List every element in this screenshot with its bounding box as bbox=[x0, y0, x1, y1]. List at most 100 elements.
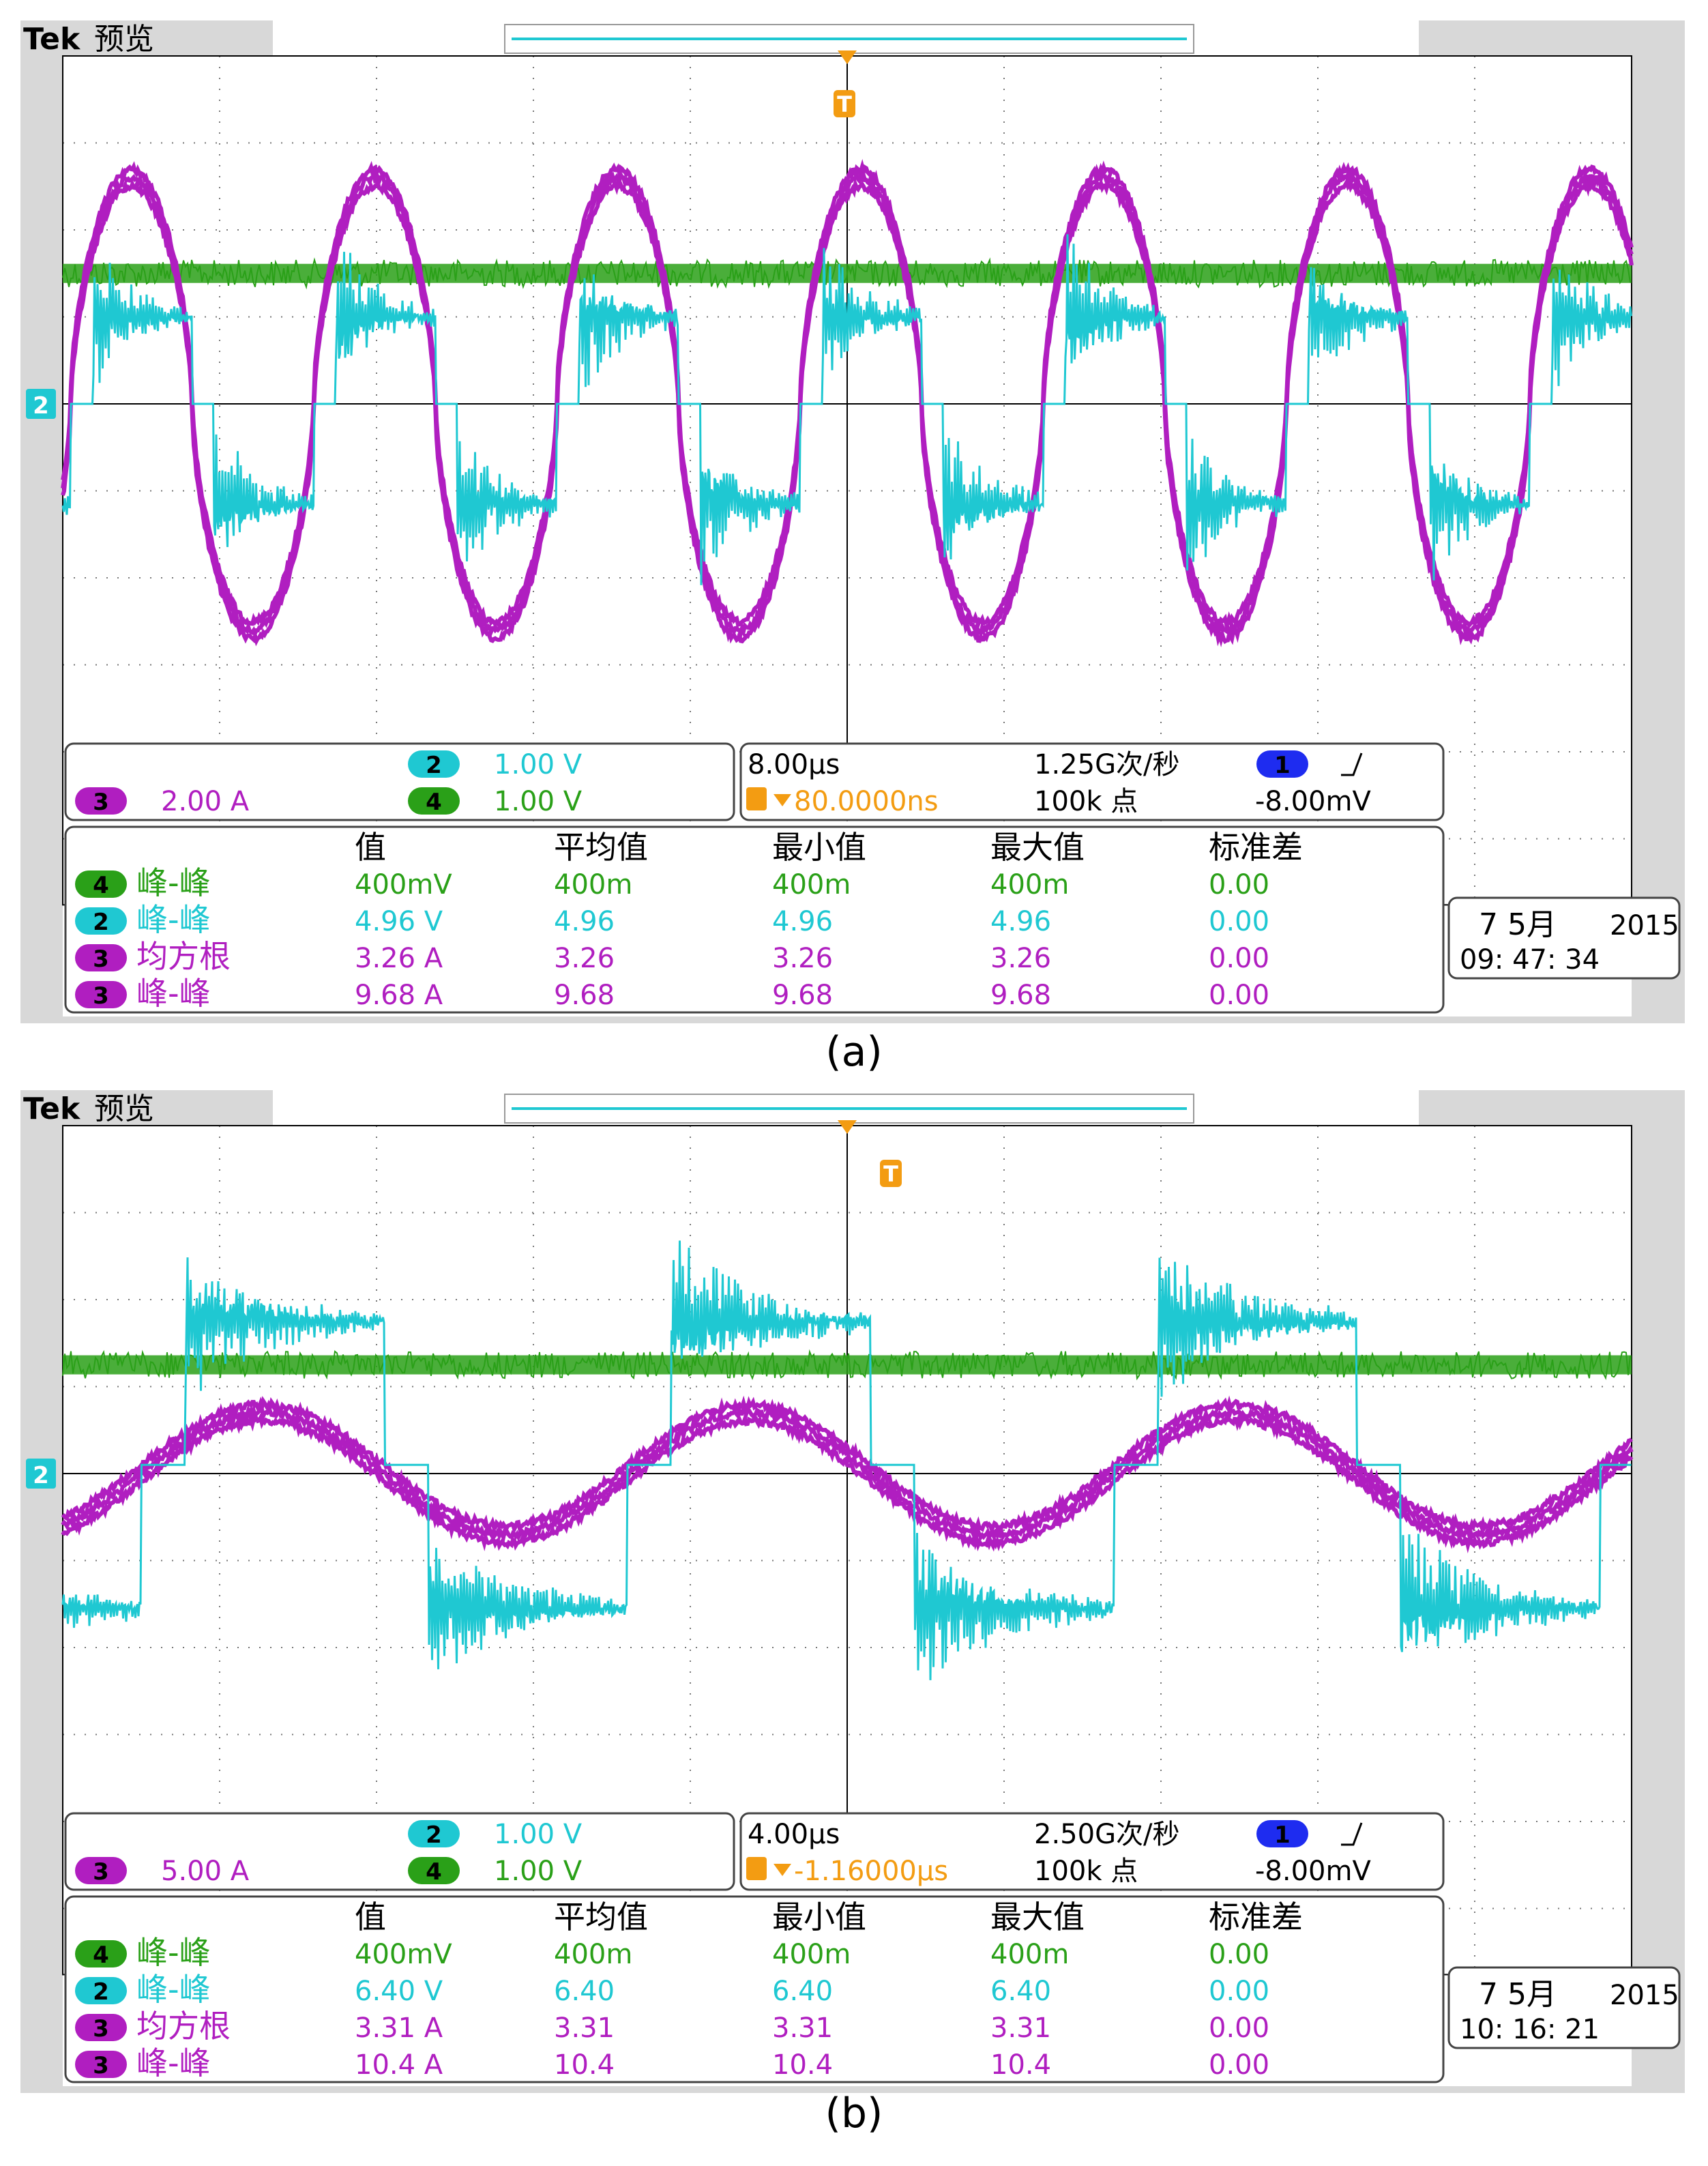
rising-edge-icon bbox=[1341, 752, 1363, 776]
measure-std: 0.00 bbox=[1209, 980, 1269, 1011]
measure-value: 400mV bbox=[355, 869, 452, 901]
measure-max: 400m bbox=[990, 1939, 1069, 1970]
measure-ch-pill bbox=[75, 870, 127, 898]
measure-mean: 9.68 bbox=[554, 980, 615, 1011]
measure-min: 9.68 bbox=[772, 980, 833, 1011]
measure-value: 6.40 V bbox=[355, 1976, 443, 2007]
measure-value: 3.26 A bbox=[355, 943, 443, 974]
measure-mean: 10.4 bbox=[554, 2049, 615, 2081]
ch2-ground-marker bbox=[26, 1459, 56, 1489]
measure-ch-num: 3 bbox=[93, 946, 109, 973]
measure-max: 6.40 bbox=[990, 1976, 1051, 2007]
measure-header: 最小值 bbox=[772, 1899, 866, 1935]
scale-ch2-value: 1.00 V bbox=[494, 749, 583, 780]
measure-label: 峰-峰 bbox=[136, 1971, 211, 2008]
ch3-trace bbox=[61, 1411, 1634, 1554]
scale-ch2-value: 1.00 V bbox=[494, 1819, 583, 1850]
measure-label: 峰-峰 bbox=[136, 901, 211, 938]
mode-label: 预览 bbox=[94, 22, 154, 57]
trig-offset-arrow bbox=[774, 794, 791, 806]
measure-ch-pill bbox=[75, 944, 127, 971]
trigger-position-arrow bbox=[838, 50, 857, 64]
record-length-value: 100k 点 bbox=[1034, 786, 1138, 817]
scale-ch4-num: 4 bbox=[426, 1858, 442, 1886]
scale-ch2-pill bbox=[408, 1820, 460, 1847]
scale-ch3-pill bbox=[75, 787, 127, 815]
scale-ch4-pill bbox=[408, 787, 460, 815]
scale-box bbox=[64, 742, 735, 821]
timebase-value: 8.00µs bbox=[748, 749, 840, 780]
time-value: 10: 16: 21 bbox=[1460, 2014, 1600, 2045]
trig-ch1-pill bbox=[1256, 750, 1308, 778]
measure-ch-pill bbox=[75, 1940, 127, 1967]
scale-ch2-pill bbox=[408, 750, 460, 778]
measure-header: 最大值 bbox=[990, 1899, 1085, 1935]
brand-label: Tek bbox=[23, 22, 81, 57]
sample-rate-value: 1.25G次/秒 bbox=[1034, 749, 1180, 780]
measure-std: 0.00 bbox=[1209, 1976, 1269, 2007]
measure-mean: 3.31 bbox=[554, 2013, 615, 2044]
measure-max: 10.4 bbox=[990, 2049, 1051, 2081]
measure-mean: 400m bbox=[554, 1939, 632, 1970]
trigger-level-value: -8.00mV bbox=[1255, 786, 1371, 817]
scale-ch4-pill bbox=[408, 1857, 460, 1884]
ch2-ground-label: 2 bbox=[33, 1462, 49, 1489]
measure-header: 标准差 bbox=[1209, 1899, 1303, 1935]
ch4-trace-noise bbox=[62, 257, 1631, 290]
brand-label: Tek bbox=[23, 1092, 81, 1126]
measure-header: 最小值 bbox=[772, 829, 866, 866]
trig-offset-icon bbox=[746, 787, 767, 810]
ch3-trace bbox=[61, 175, 1634, 647]
measure-ch-pill bbox=[75, 907, 127, 935]
measure-header: 值 bbox=[355, 829, 386, 866]
measure-value: 9.68 A bbox=[355, 980, 443, 1011]
ch2-ground-label: 2 bbox=[33, 392, 49, 420]
scale-ch3-pill bbox=[75, 1857, 127, 1884]
measure-ch-num: 4 bbox=[93, 1942, 109, 1969]
measure-std: 0.00 bbox=[1209, 2049, 1269, 2081]
measure-ch-pill bbox=[75, 981, 127, 1008]
scope-panel-b: Tek 预览 T 2 3 5.00 A 2 1.00 V 4 1.00 V 4.00µs -1.160… bbox=[20, 1090, 1685, 2093]
measure-header: 标准差 bbox=[1209, 829, 1303, 866]
time-value: 09: 47: 34 bbox=[1460, 944, 1600, 976]
trig-ch1-pill bbox=[1256, 1820, 1308, 1847]
measure-ch-num: 3 bbox=[93, 982, 109, 1010]
trigger-position-arrow bbox=[838, 1120, 857, 1134]
scale-ch4-value: 1.00 V bbox=[494, 1856, 583, 1887]
measure-std: 0.00 bbox=[1209, 869, 1269, 901]
measure-label: 均方根 bbox=[136, 2008, 231, 2045]
panel-caption: (a) bbox=[825, 1028, 883, 1076]
rising-edge-icon bbox=[1341, 1822, 1363, 1846]
measure-min: 10.4 bbox=[772, 2049, 833, 2081]
sample-rate-value: 2.50G次/秒 bbox=[1034, 1819, 1180, 1850]
measure-value: 400mV bbox=[355, 1939, 452, 1970]
measure-ch-num: 3 bbox=[93, 2015, 109, 2043]
measure-value: 4.96 V bbox=[355, 906, 443, 937]
trigger-offset-value: -1.16000µs bbox=[794, 1856, 948, 1887]
year-value: 2015 bbox=[1610, 1980, 1679, 2011]
measure-mean: 6.40 bbox=[554, 1976, 615, 2007]
measure-label: 峰-峰 bbox=[136, 864, 211, 901]
measure-value: 3.31 A bbox=[355, 2013, 443, 2044]
mode-label: 预览 bbox=[94, 1092, 154, 1126]
ch3-trace bbox=[61, 1395, 1634, 1535]
trig-offset-arrow bbox=[774, 1864, 791, 1876]
measure-std: 0.00 bbox=[1209, 2013, 1269, 2044]
scale-ch2-num: 2 bbox=[426, 752, 442, 779]
measure-ch-pill bbox=[75, 2051, 127, 2078]
ch4-trace-noise bbox=[62, 1349, 1631, 1381]
measure-header: 平均值 bbox=[554, 829, 648, 866]
measure-header: 最大值 bbox=[990, 829, 1085, 866]
ch2-ground-marker bbox=[26, 389, 56, 419]
measure-value: 10.4 A bbox=[355, 2049, 443, 2081]
measure-label: 峰-峰 bbox=[136, 2045, 211, 2081]
measure-min: 4.96 bbox=[772, 906, 833, 937]
scale-ch3-num: 3 bbox=[93, 789, 109, 816]
datetime-box bbox=[1447, 896, 1681, 980]
trigger-level-value: -8.00mV bbox=[1255, 1856, 1371, 1887]
trig-offset-icon bbox=[746, 1857, 767, 1880]
scale-ch4-num: 4 bbox=[426, 789, 442, 816]
scale-ch3-num: 3 bbox=[93, 1858, 109, 1886]
date-value: 7 5月 bbox=[1479, 1977, 1557, 2012]
measure-max: 4.96 bbox=[990, 906, 1051, 937]
